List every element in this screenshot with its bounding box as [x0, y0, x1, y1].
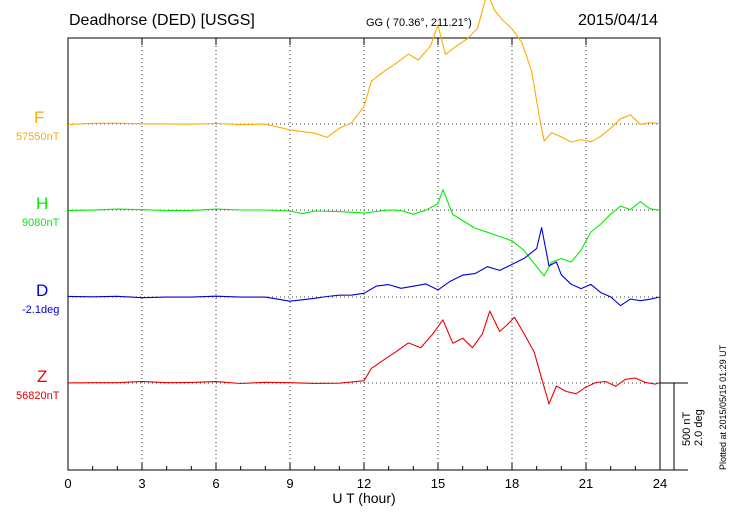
scale-label-nt: 500 nT	[681, 411, 693, 446]
x-tick-label-9: 9	[286, 476, 293, 491]
series-label-f: F	[34, 108, 45, 127]
x-tick-label-18: 18	[505, 476, 519, 491]
x-axis-label: U T (hour)	[332, 490, 395, 506]
x-tick-label-12: 12	[357, 476, 371, 491]
x-tick-label-0: 0	[64, 476, 71, 491]
baseline-label-h: 9080nT	[22, 217, 60, 229]
scale-label-deg: 2.0 deg	[693, 409, 705, 446]
series-label-h: H	[36, 194, 49, 213]
baseline-label-d: -2.1deg	[22, 304, 60, 316]
x-tick-label-21: 21	[579, 476, 593, 491]
series-lines	[67, 0, 661, 405]
series-line-f	[67, 0, 661, 143]
x-tick-label-15: 15	[431, 476, 445, 491]
x-tick-label-3: 3	[138, 476, 145, 491]
series-label-d: D	[36, 281, 49, 300]
baseline-lines	[68, 123, 660, 384]
series-line-z	[67, 310, 661, 405]
x-tick-label-24: 24	[653, 476, 667, 491]
station-coords: GG ( 70.36°, 211.21°)	[366, 17, 472, 29]
scale-bar	[660, 382, 688, 471]
series-label-z: Z	[37, 367, 48, 386]
grid-lines	[141, 38, 587, 470]
baseline-label-z: 56820nT	[16, 390, 60, 402]
plotted-timestamp: Plotted at 2015/05/15 01:29 UT	[718, 344, 728, 470]
station-title: Deadhorse (DED) [USGS]	[69, 12, 255, 29]
series-line-h	[67, 189, 661, 277]
axis-ticks: 0 3 6 9 12 15 18 21 24	[64, 38, 667, 491]
x-tick-label-6: 6	[212, 476, 219, 491]
plot-date: 2015/04/14	[578, 12, 659, 29]
series-line-d	[67, 227, 661, 307]
baseline-label-f: 57550nT	[16, 131, 60, 143]
